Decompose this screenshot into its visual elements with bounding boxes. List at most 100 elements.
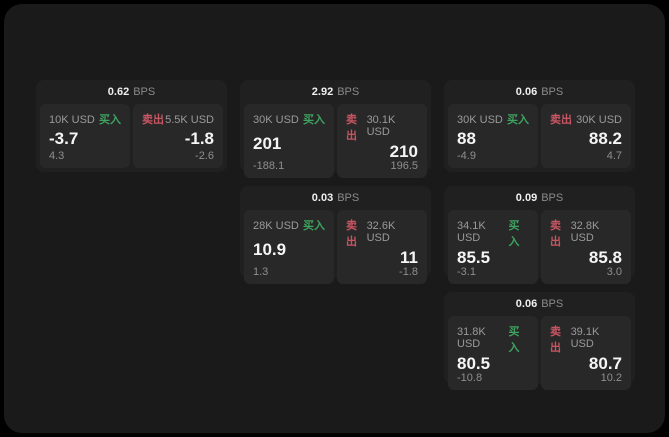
buy-panel[interactable]: 34.1K USD 买入 85.5 -3.1 [448, 210, 538, 284]
buy-side-label: 买入 [508, 220, 520, 248]
buy-panel[interactable]: 10K USD 买入 -3.7 4.3 [40, 104, 130, 168]
card-header: 2.92 BPS [244, 80, 427, 104]
sell-side-label: 卖出 [346, 220, 357, 248]
sell-side-label: 卖出 [550, 114, 572, 126]
buy-price: 80.5 [457, 354, 491, 373]
sell-panel[interactable]: 卖出 30.1K USD 210 196.5 [337, 104, 427, 178]
buy-panel-top: 31.8K USD 买入 [457, 323, 529, 355]
buy-delta: -3.1 [457, 266, 476, 278]
sell-price: 11 [400, 248, 418, 267]
sell-side-label: 卖出 [550, 326, 561, 354]
buy-amount: 30K USD [253, 114, 299, 126]
buy-price: 10.9 [253, 240, 287, 259]
buy-price: -3.7 [49, 129, 79, 148]
card-header: 0.06 BPS [448, 80, 631, 104]
quote-card-5: 0.09 BPS 34.1K USD 买入 85.5 -3.1 卖出 32.8K… [444, 186, 635, 284]
bps-unit-label: BPS [541, 192, 564, 204]
quote-card-4: 0.03 BPS 28K USD 买入 10.9 1.3 卖出 32.6K US… [240, 186, 431, 284]
app-window: 0.62 BPS 10K USD 买入 -3.7 4.3 卖出 5.5K USD [4, 4, 665, 433]
sell-panel[interactable]: 卖出 5.5K USD -1.8 -2.6 [133, 104, 223, 168]
bps-unit-label: BPS [133, 86, 156, 98]
sell-delta: 10.2 [600, 372, 622, 384]
sell-price: 80.7 [588, 354, 622, 373]
buy-side-label: 买入 [303, 220, 325, 232]
sell-amount: 30.1K USD [366, 114, 396, 138]
buy-delta: 4.3 [49, 150, 65, 162]
panels: 10K USD 买入 -3.7 4.3 卖出 5.5K USD -1.8 -2.… [40, 104, 223, 168]
sell-side-label: 卖出 [346, 114, 357, 142]
buy-panel-top: 30K USD 买入 [457, 111, 529, 127]
quote-card-grid: 0.62 BPS 10K USD 买入 -3.7 4.3 卖出 5.5K USD [36, 80, 635, 390]
buy-price: 88 [457, 129, 476, 148]
quote-card-3: 0.06 BPS 30K USD 买入 88 -4.9 卖出 30K USD [444, 80, 635, 172]
bps-value: 0.06 [515, 298, 538, 310]
sell-delta: -1.8 [399, 266, 418, 278]
sell-panel[interactable]: 卖出 30K USD 88.2 4.7 [541, 104, 631, 168]
sell-panel[interactable]: 卖出 32.8K USD 85.8 3.0 [541, 210, 631, 284]
buy-panel[interactable]: 30K USD 买入 88 -4.9 [448, 104, 538, 168]
sell-delta: 4.7 [606, 150, 622, 162]
sell-panel-top: 卖出 5.5K USD [142, 111, 214, 127]
buy-side-label: 买入 [507, 114, 529, 126]
bps-value: 0.09 [515, 192, 538, 204]
buy-panel-top: 34.1K USD 买入 [457, 217, 529, 249]
sell-amount: 30K USD [576, 114, 622, 126]
buy-delta: -10.8 [457, 372, 483, 384]
sell-price: 210 [389, 142, 418, 161]
buy-side-label: 买入 [303, 114, 325, 126]
sell-delta: 196.5 [390, 160, 418, 172]
bps-unit-label: BPS [337, 86, 360, 98]
sell-panel[interactable]: 卖出 32.6K USD 11 -1.8 [337, 210, 427, 284]
bps-unit-label: BPS [337, 192, 360, 204]
sell-amount: 5.5K USD [165, 114, 214, 126]
bps-value: 0.62 [107, 86, 130, 98]
buy-price: 201 [253, 134, 282, 153]
buy-amount: 10K USD [49, 114, 95, 126]
buy-amount: 28K USD [253, 220, 299, 232]
panels: 34.1K USD 买入 85.5 -3.1 卖出 32.8K USD 85.8… [448, 210, 631, 284]
buy-panel[interactable]: 28K USD 买入 10.9 1.3 [244, 210, 334, 284]
bps-unit-label: BPS [541, 86, 564, 98]
sell-panel-top: 卖出 30.1K USD [346, 111, 418, 143]
sell-amount: 32.8K USD [570, 220, 600, 244]
card-header: 0.09 BPS [448, 186, 631, 210]
buy-side-label: 买入 [99, 114, 121, 126]
buy-panel[interactable]: 30K USD 买入 201 -188.1 [244, 104, 334, 178]
panels: 31.8K USD 买入 80.5 -10.8 卖出 39.1K USD 80.… [448, 316, 631, 390]
bps-value: 0.06 [515, 86, 538, 98]
quote-card-6: 0.06 BPS 31.8K USD 买入 80.5 -10.8 卖出 39.1… [444, 292, 635, 390]
sell-price: -1.8 [184, 129, 214, 148]
quote-card-1: 0.62 BPS 10K USD 买入 -3.7 4.3 卖出 5.5K USD [36, 80, 227, 172]
buy-panel-top: 30K USD 买入 [253, 111, 325, 127]
sell-price: 88.2 [588, 129, 622, 148]
buy-amount: 31.8K USD [457, 326, 486, 350]
buy-panel[interactable]: 31.8K USD 买入 80.5 -10.8 [448, 316, 538, 390]
sell-panel-top: 卖出 39.1K USD [550, 323, 622, 355]
sell-panel-top: 卖出 32.6K USD [346, 217, 418, 249]
buy-price: 85.5 [457, 248, 491, 267]
card-header: 0.03 BPS [244, 186, 427, 210]
buy-delta: 1.3 [253, 266, 269, 278]
sell-amount: 39.1K USD [570, 326, 600, 350]
bps-unit-label: BPS [541, 298, 564, 310]
sell-panel[interactable]: 卖出 39.1K USD 80.7 10.2 [541, 316, 631, 390]
buy-side-label: 买入 [508, 326, 520, 354]
quote-card-2: 2.92 BPS 30K USD 买入 201 -188.1 卖出 30.1K … [240, 80, 431, 178]
bps-value: 0.03 [311, 192, 334, 204]
sell-panel-top: 卖出 30K USD [550, 111, 622, 127]
buy-panel-top: 10K USD 买入 [49, 111, 121, 127]
card-header: 0.06 BPS [448, 292, 631, 316]
sell-panel-top: 卖出 32.8K USD [550, 217, 622, 249]
buy-amount: 34.1K USD [457, 220, 486, 244]
panels: 28K USD 买入 10.9 1.3 卖出 32.6K USD 11 -1.8 [244, 210, 427, 284]
panels: 30K USD 买入 201 -188.1 卖出 30.1K USD 210 1… [244, 104, 427, 178]
panels: 30K USD 买入 88 -4.9 卖出 30K USD 88.2 4.7 [448, 104, 631, 168]
buy-amount: 30K USD [457, 114, 503, 126]
buy-delta: -188.1 [253, 160, 285, 172]
sell-delta: -2.6 [195, 150, 214, 162]
sell-amount: 32.6K USD [366, 220, 396, 244]
card-header: 0.62 BPS [40, 80, 223, 104]
sell-side-label: 卖出 [142, 114, 164, 126]
sell-side-label: 卖出 [550, 220, 561, 248]
sell-delta: 3.0 [606, 266, 622, 278]
